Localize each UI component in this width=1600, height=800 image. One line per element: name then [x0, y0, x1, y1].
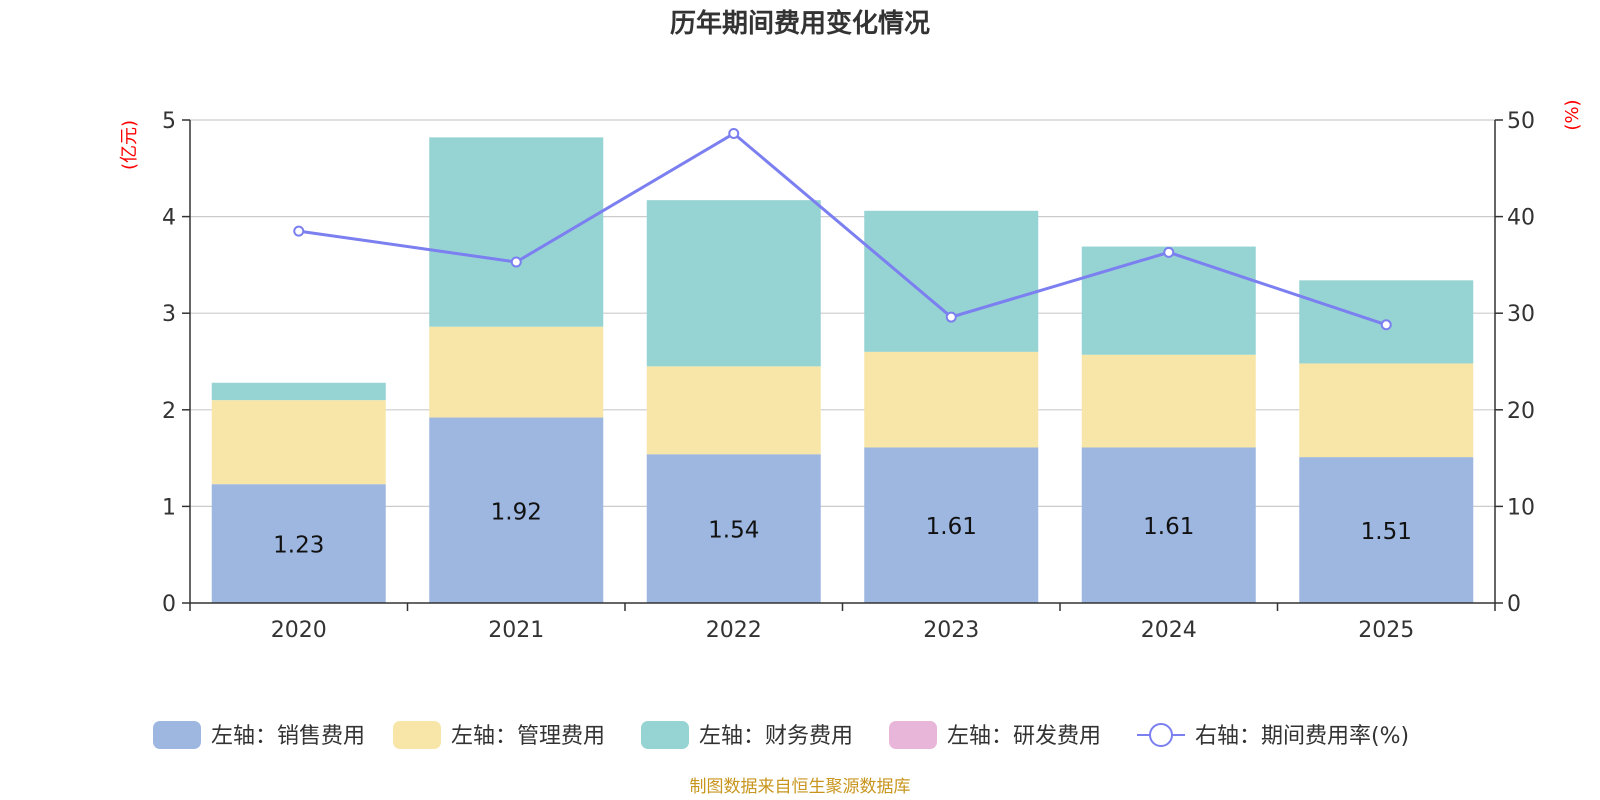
left-axis-tick-label: 4 — [162, 206, 176, 231]
right-axis-tick-label: 50 — [1507, 109, 1535, 134]
source-note: 制图数据来自恒生聚源数据库 — [690, 777, 911, 797]
legend-label: 左轴：财务费用 — [699, 724, 853, 749]
left-axis-unit: (亿元) — [119, 120, 140, 170]
data-labels: 1.23 1.92 1.54 1.61 1.61 1.51 — [273, 499, 1412, 558]
rate-line — [293, 128, 1392, 331]
bar — [864, 210, 1039, 352]
x-axis-tick-label: 2021 — [488, 618, 544, 643]
legend-label: 左轴：销售费用 — [211, 724, 365, 749]
legend-swatch — [393, 721, 441, 749]
bar — [211, 382, 386, 401]
left-axis-tick-label: 2 — [162, 399, 176, 424]
bars — [211, 137, 1474, 603]
bar — [646, 200, 821, 367]
bar — [429, 137, 604, 327]
legend-label: 左轴：研发费用 — [947, 724, 1101, 749]
legend-swatch — [641, 721, 689, 749]
bar-value-label: 1.51 — [1361, 519, 1412, 545]
bar — [864, 351, 1039, 448]
legend-swatch — [153, 721, 201, 749]
rate-line-point — [1163, 246, 1175, 258]
left-axis-tick-label: 0 — [162, 592, 176, 617]
left-axis-tick-label: 3 — [162, 302, 176, 327]
grid-lines — [190, 119, 1495, 507]
bar — [646, 366, 821, 455]
right-axis-unit: (%) — [1562, 99, 1583, 130]
rate-line-point — [293, 225, 305, 237]
bar — [1299, 363, 1474, 458]
x-axis-tick-label: 2022 — [706, 618, 762, 643]
x-axis-tick-label: 2020 — [271, 618, 327, 643]
rate-line-path — [298, 131, 1387, 327]
bar-value-label: 1.61 — [926, 514, 977, 540]
legend-label: 左轴：管理费用 — [451, 724, 605, 749]
right-axis-tick-label: 10 — [1507, 495, 1535, 520]
chart-title: 历年期间费用变化情况 — [670, 8, 930, 39]
bar — [211, 484, 386, 603]
x-axis-tick-label: 2024 — [1141, 618, 1197, 643]
x-axis-tick-label: 2025 — [1358, 618, 1414, 643]
bar — [1081, 246, 1256, 355]
bar-value-label: 1.23 — [273, 533, 324, 559]
bar — [1081, 354, 1256, 448]
right-axis-tick-label: 0 — [1507, 592, 1521, 617]
bar-value-label: 1.61 — [1143, 514, 1194, 540]
rate-line-point — [945, 311, 957, 323]
left-axis-tick-label: 5 — [162, 109, 176, 134]
bar — [1081, 447, 1256, 603]
bar — [1299, 457, 1474, 603]
rate-line-point — [1380, 319, 1392, 331]
x-axis-tick-label: 2023 — [923, 618, 979, 643]
left-axis-tick-label: 1 — [162, 495, 176, 520]
bar — [429, 417, 604, 603]
right-axis-tick-label: 20 — [1507, 399, 1535, 424]
rate-line-point — [510, 256, 522, 268]
bar — [429, 326, 604, 418]
right-axis-tick-label: 40 — [1507, 206, 1535, 231]
legend: 左轴：销售费用 左轴：管理费用 左轴：财务费用 左轴：研发费用 右轴：期间费用率(%) — [153, 721, 1409, 749]
legend-swatch — [889, 721, 937, 749]
bar — [646, 454, 821, 603]
bar-value-label: 1.92 — [491, 499, 542, 525]
legend-marker — [1149, 723, 1173, 747]
bar — [211, 400, 386, 485]
rate-line-point — [728, 128, 740, 140]
bar-value-label: 1.54 — [708, 518, 759, 544]
right-axis-tick-label: 30 — [1507, 302, 1535, 327]
legend-label: 右轴：期间费用率(%) — [1195, 724, 1409, 749]
bar — [864, 447, 1039, 603]
